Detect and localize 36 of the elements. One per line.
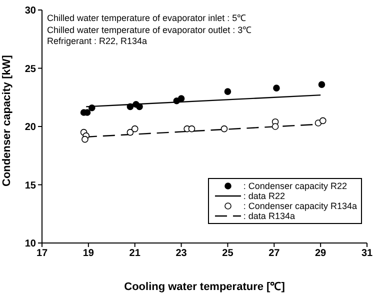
y-axis-title: Condenser capacity [kW] xyxy=(0,54,13,186)
point xyxy=(188,125,196,132)
x-tick-label: 23 xyxy=(176,248,188,260)
x-tick-label: 25 xyxy=(222,248,234,260)
x-tick-label: 27 xyxy=(268,248,280,260)
y-tick-label: 25 xyxy=(24,64,36,75)
annotation: Refrigerant : R22, R134a xyxy=(47,36,148,48)
annotation: Chilled water temperature of evaporator outlet : 3℃ xyxy=(47,24,252,36)
legend-label: : Condenser capacity R134a xyxy=(243,201,357,211)
annotation: Chilled water temperature of evaporator inlet : 5℃ xyxy=(47,13,248,24)
point xyxy=(273,84,280,92)
point xyxy=(126,128,134,136)
point xyxy=(272,123,279,130)
y-tick-label: 15 xyxy=(24,180,36,192)
x-axis-title: Cooling water temperature [℃] xyxy=(124,281,286,293)
x-tick-label: 31 xyxy=(361,248,373,260)
point xyxy=(88,104,96,112)
point xyxy=(224,88,232,95)
x-tick-label: 19 xyxy=(82,248,94,260)
x-tick-label: 21 xyxy=(129,248,141,260)
point xyxy=(131,125,138,132)
y-tick-label: 20 xyxy=(24,122,36,134)
legend-label: : data R134a xyxy=(243,211,295,221)
point xyxy=(82,136,88,143)
point xyxy=(136,103,143,110)
x-tick-label: 17 xyxy=(36,248,48,260)
point xyxy=(318,81,326,88)
point xyxy=(126,103,134,110)
point xyxy=(319,117,326,124)
point xyxy=(220,125,228,132)
point xyxy=(178,95,185,102)
legend-label: : Condenser capacity R22 xyxy=(243,181,347,191)
x-tick-label: 29 xyxy=(315,248,327,260)
legend-label: : data R22 xyxy=(243,191,285,201)
y-tick-label: 30 xyxy=(24,6,36,17)
y-tick-label: 10 xyxy=(24,238,36,250)
